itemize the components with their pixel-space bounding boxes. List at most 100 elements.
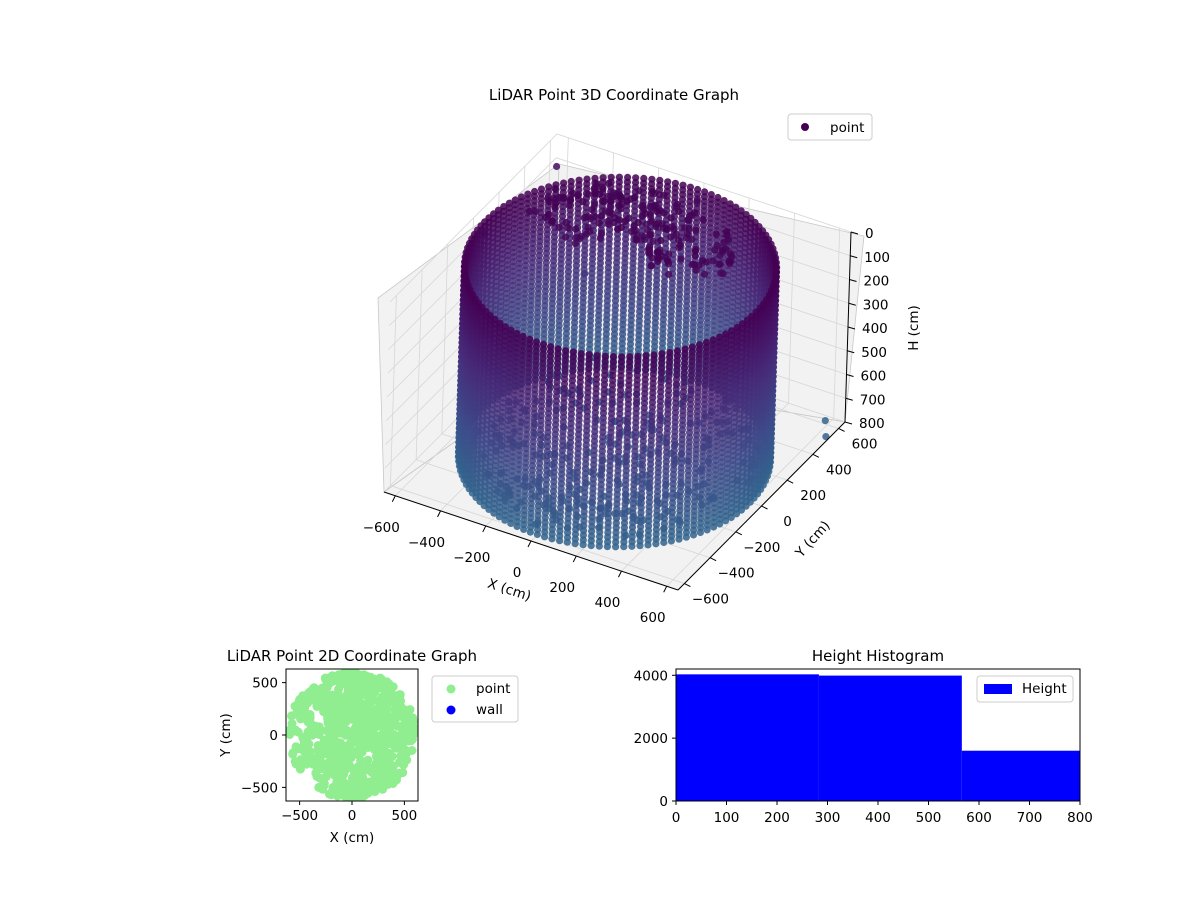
point-3d xyxy=(551,184,559,192)
point-3d xyxy=(593,183,601,191)
point-3d xyxy=(551,203,559,211)
point-3d xyxy=(652,540,660,548)
point-3d xyxy=(665,250,673,258)
point-3d xyxy=(648,188,657,196)
point-3d xyxy=(586,227,594,235)
point-3d xyxy=(650,202,658,210)
point-3d xyxy=(675,535,683,543)
point-3d xyxy=(636,542,644,550)
point-3d xyxy=(712,230,720,238)
point-3d xyxy=(676,241,684,249)
point-3d xyxy=(691,247,699,255)
point-3d xyxy=(822,433,830,441)
point-3d xyxy=(541,533,549,541)
point-3d xyxy=(507,519,515,528)
point-3d xyxy=(673,200,682,208)
points-3d xyxy=(454,162,830,551)
point-3d xyxy=(726,259,734,267)
point-3d xyxy=(553,162,561,171)
point-3d xyxy=(584,190,592,198)
point-3d xyxy=(591,200,599,208)
point-3d xyxy=(692,226,700,234)
point-3d xyxy=(653,207,661,216)
point-3d xyxy=(667,214,675,222)
point-3d xyxy=(633,231,641,239)
point-3d xyxy=(595,190,604,198)
point-3d xyxy=(526,207,534,215)
point-3d xyxy=(652,223,660,231)
point-3d xyxy=(722,517,730,525)
point-3d xyxy=(719,247,727,255)
point-3d xyxy=(548,217,556,225)
point-3d xyxy=(635,187,643,195)
point-3d xyxy=(648,254,656,262)
point-3d xyxy=(693,197,701,205)
point-3d xyxy=(719,270,727,278)
point-3d xyxy=(533,530,542,539)
point-3d xyxy=(658,220,666,228)
point-3d xyxy=(597,212,605,220)
point-3d xyxy=(588,206,596,214)
point-3d xyxy=(591,213,600,221)
point-3d xyxy=(710,523,718,531)
point-3d xyxy=(665,270,673,278)
point-3d xyxy=(599,185,607,193)
point-3d xyxy=(716,520,724,528)
point-3d xyxy=(526,528,535,536)
point-3d xyxy=(546,198,554,206)
point-3d xyxy=(541,213,550,221)
point-3d xyxy=(584,213,592,221)
point-3d xyxy=(572,234,580,242)
point-3d xyxy=(667,233,675,241)
point-3d xyxy=(642,220,651,228)
point-3d xyxy=(532,208,540,216)
point-3d xyxy=(628,227,636,235)
point-3d xyxy=(667,537,676,545)
point-3d xyxy=(726,250,735,258)
point-3d xyxy=(579,198,587,206)
point-3d xyxy=(617,223,626,231)
point-3d xyxy=(555,223,563,231)
point-3d xyxy=(604,192,612,201)
point-3d xyxy=(623,197,631,205)
point-3d xyxy=(703,526,711,534)
point-3d xyxy=(660,538,668,547)
point-3d xyxy=(559,194,568,202)
point-3d xyxy=(574,192,582,200)
point-3d xyxy=(617,200,626,208)
point-3d xyxy=(684,216,693,224)
point-3d xyxy=(725,236,733,244)
point-3d xyxy=(654,248,662,256)
point-3d xyxy=(577,232,585,240)
point-3d xyxy=(571,239,579,248)
point-3d xyxy=(683,230,692,238)
point-3d xyxy=(640,233,648,241)
point-3d xyxy=(681,224,689,232)
scatter-3d-plot: LiDAR Point 3D Coordinate Graph −600−400… xyxy=(363,86,922,626)
point-3d xyxy=(709,257,717,265)
point-3d xyxy=(646,231,654,239)
point-3d xyxy=(711,246,719,254)
point-3d xyxy=(688,260,696,268)
point-3d xyxy=(572,225,580,233)
point-3d xyxy=(688,235,696,243)
point-3d xyxy=(501,516,509,524)
point-3d xyxy=(727,513,735,522)
scatter-3d-title: LiDAR Point 3D Coordinate Graph xyxy=(489,86,739,104)
point-3d xyxy=(562,233,570,241)
point-3d xyxy=(621,217,629,225)
point-3d xyxy=(513,522,521,531)
point-3d xyxy=(596,234,604,242)
point-3d xyxy=(657,236,665,245)
point-3d xyxy=(649,237,657,245)
point-3d xyxy=(648,262,656,270)
point-3d xyxy=(520,525,528,534)
point-3d xyxy=(682,533,690,541)
point-3d xyxy=(605,179,613,187)
point-3d xyxy=(692,266,700,274)
point-3d xyxy=(689,531,698,539)
point-3d xyxy=(663,256,672,264)
point-3d xyxy=(644,541,652,549)
point-3d xyxy=(696,528,705,537)
